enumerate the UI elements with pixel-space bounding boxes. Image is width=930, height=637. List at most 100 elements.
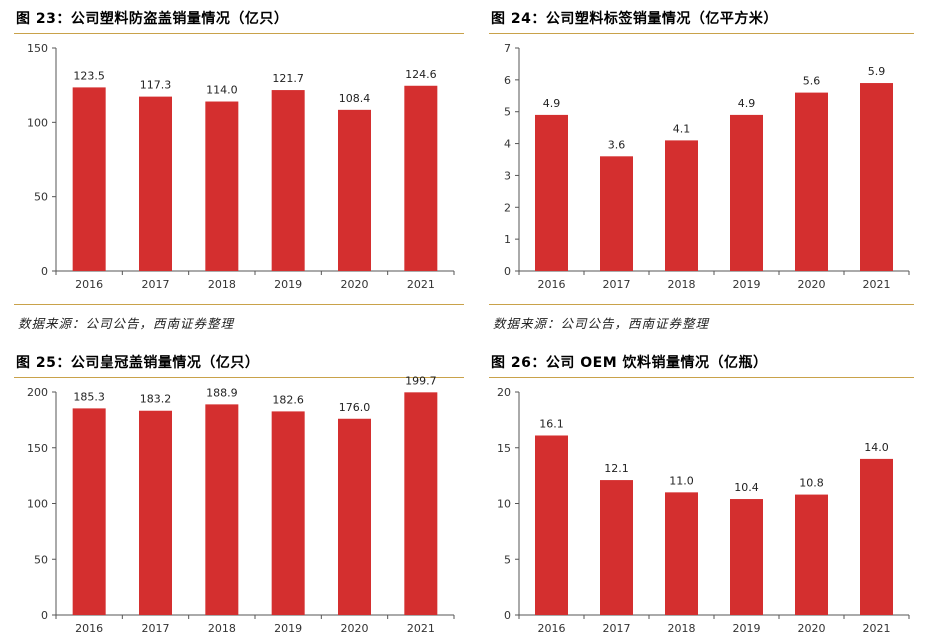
bar <box>404 85 438 271</box>
y-tick-label: 50 <box>34 191 48 204</box>
chart-title: 图 23：公司塑料防盗盖销量情况（亿只） <box>16 11 289 27</box>
data-label: 117.3 <box>140 79 172 92</box>
y-tick-label: 7 <box>504 42 511 55</box>
bar <box>795 494 828 615</box>
bar <box>338 418 371 615</box>
chart-title: 图 24：公司塑料标签销量情况（亿平方米） <box>491 11 778 27</box>
bar <box>730 114 763 272</box>
title-rule <box>14 377 464 378</box>
x-tick-label: 2021 <box>407 278 435 291</box>
y-tick-label: 0 <box>504 265 511 278</box>
y-tick-label: 1 <box>504 233 511 246</box>
x-tick-label: 2021 <box>863 278 891 291</box>
bar <box>600 480 633 615</box>
data-label: 176.0 <box>339 401 371 414</box>
x-tick-label: 2018 <box>208 622 236 635</box>
bar <box>205 404 239 615</box>
title-rule <box>489 377 914 378</box>
x-tick-label: 2017 <box>603 278 631 291</box>
chart-panel-crown-caps: 图 25：公司皇冠盖销量情况（亿只） 0 50 100 150 200 185.3 2016… <box>14 350 464 637</box>
data-label: 4.9 <box>543 97 561 110</box>
y-tick-label: 0 <box>504 609 511 622</box>
y-tick-label: 200 <box>27 386 48 399</box>
data-label: 16.1 <box>539 417 564 430</box>
bar <box>535 435 568 615</box>
x-tick-label: 2019 <box>274 622 302 635</box>
x-tick-label: 2020 <box>341 278 369 291</box>
y-tick-label: 0 <box>41 265 48 278</box>
x-tick-label: 2019 <box>733 622 761 635</box>
x-tick-label: 2016 <box>538 278 566 291</box>
bar <box>139 96 172 271</box>
bar <box>860 458 893 615</box>
y-tick-label: 150 <box>27 442 48 455</box>
bottom-rule <box>14 304 464 305</box>
x-tick-label: 2021 <box>407 622 435 635</box>
data-label: 10.8 <box>799 477 824 490</box>
data-label: 183.2 <box>140 393 172 406</box>
bar-chart: 0 5 10 15 20 16.1 2016 12.1 2017 11.0 2018 10.4 2019… <box>497 386 910 635</box>
y-tick-label: 100 <box>27 116 48 129</box>
bar <box>665 492 698 615</box>
x-tick-label: 2020 <box>341 622 369 635</box>
data-label: 4.1 <box>673 122 691 135</box>
data-label: 5.9 <box>868 65 886 78</box>
chart-panel-plastic-labels: 图 24：公司塑料标签销量情况（亿平方米） 0 1 2 3 4 5 6 7 4.9 2016 3.6… <box>489 6 914 336</box>
source-note: 数据来源：公司公告，西南证券整理 <box>18 316 235 331</box>
title-rule <box>489 33 914 34</box>
bar <box>665 140 698 271</box>
y-tick-label: 5 <box>504 106 511 119</box>
x-tick-label: 2017 <box>142 278 170 291</box>
bar <box>271 90 305 271</box>
data-label: 188.9 <box>206 386 238 399</box>
source-note: 数据来源：公司公告，西南证券整理 <box>493 316 710 331</box>
x-tick-label: 2019 <box>733 278 761 291</box>
y-tick-label: 3 <box>504 169 511 182</box>
y-tick-label: 2 <box>504 201 511 214</box>
chart-panel-oem-beverages: 图 26：公司 OEM 饮料销量情况（亿瓶） 0 5 10 15 20 16.1 2016 1… <box>489 350 914 637</box>
bar-chart: 0 50 100 150 123.5 2016 117.3 2017 114.0 2018 121.… <box>27 42 455 291</box>
x-tick-label: 2016 <box>538 622 566 635</box>
title-rule <box>14 33 464 34</box>
bar <box>600 156 633 271</box>
bar <box>730 499 763 615</box>
data-label: 14.0 <box>864 441 889 454</box>
y-tick-label: 20 <box>497 386 511 399</box>
chart-title: 图 25：公司皇冠盖销量情况（亿只） <box>16 355 260 371</box>
bar <box>271 411 305 615</box>
x-tick-label: 2017 <box>142 622 170 635</box>
x-tick-label: 2017 <box>603 622 631 635</box>
data-label: 123.5 <box>73 69 105 82</box>
y-tick-label: 5 <box>504 553 511 566</box>
bar-chart: 0 50 100 150 200 185.3 2016 183.2 2017 188.9 2018 1… <box>27 374 455 635</box>
chart-title: 图 26：公司 OEM 饮料销量情况（亿瓶） <box>491 355 768 371</box>
data-label: 5.6 <box>803 75 821 88</box>
bar <box>535 114 568 272</box>
x-tick-label: 2018 <box>208 278 236 291</box>
bar-chart: 0 1 2 3 4 5 6 7 4.9 2016 3.6 2017 4.1 2018 4.9 2019 5.6 2… <box>504 42 910 291</box>
data-label: 182.6 <box>272 393 304 406</box>
bar <box>72 408 106 615</box>
data-label: 124.6 <box>405 68 437 81</box>
bar <box>72 87 106 271</box>
y-tick-label: 4 <box>504 138 511 151</box>
x-tick-label: 2018 <box>668 278 696 291</box>
x-tick-label: 2020 <box>798 278 826 291</box>
y-tick-label: 10 <box>497 498 511 511</box>
x-tick-label: 2021 <box>863 622 891 635</box>
y-tick-label: 6 <box>504 74 511 87</box>
x-tick-label: 2019 <box>274 278 302 291</box>
data-label: 108.4 <box>339 92 371 105</box>
bottom-rule <box>489 304 914 305</box>
y-tick-label: 50 <box>34 553 48 566</box>
bar <box>139 410 172 615</box>
bar <box>795 92 828 271</box>
data-label: 4.9 <box>738 97 756 110</box>
chart-panel-anti-theft-caps: 图 23：公司塑料防盗盖销量情况（亿只） 0 50 100 150 123.5 2016 1… <box>14 6 464 336</box>
data-label: 121.7 <box>272 72 304 85</box>
x-tick-label: 2018 <box>668 622 696 635</box>
bar <box>860 83 893 271</box>
data-label: 114.0 <box>206 84 238 97</box>
data-label: 199.7 <box>405 374 437 387</box>
y-tick-label: 0 <box>41 609 48 622</box>
